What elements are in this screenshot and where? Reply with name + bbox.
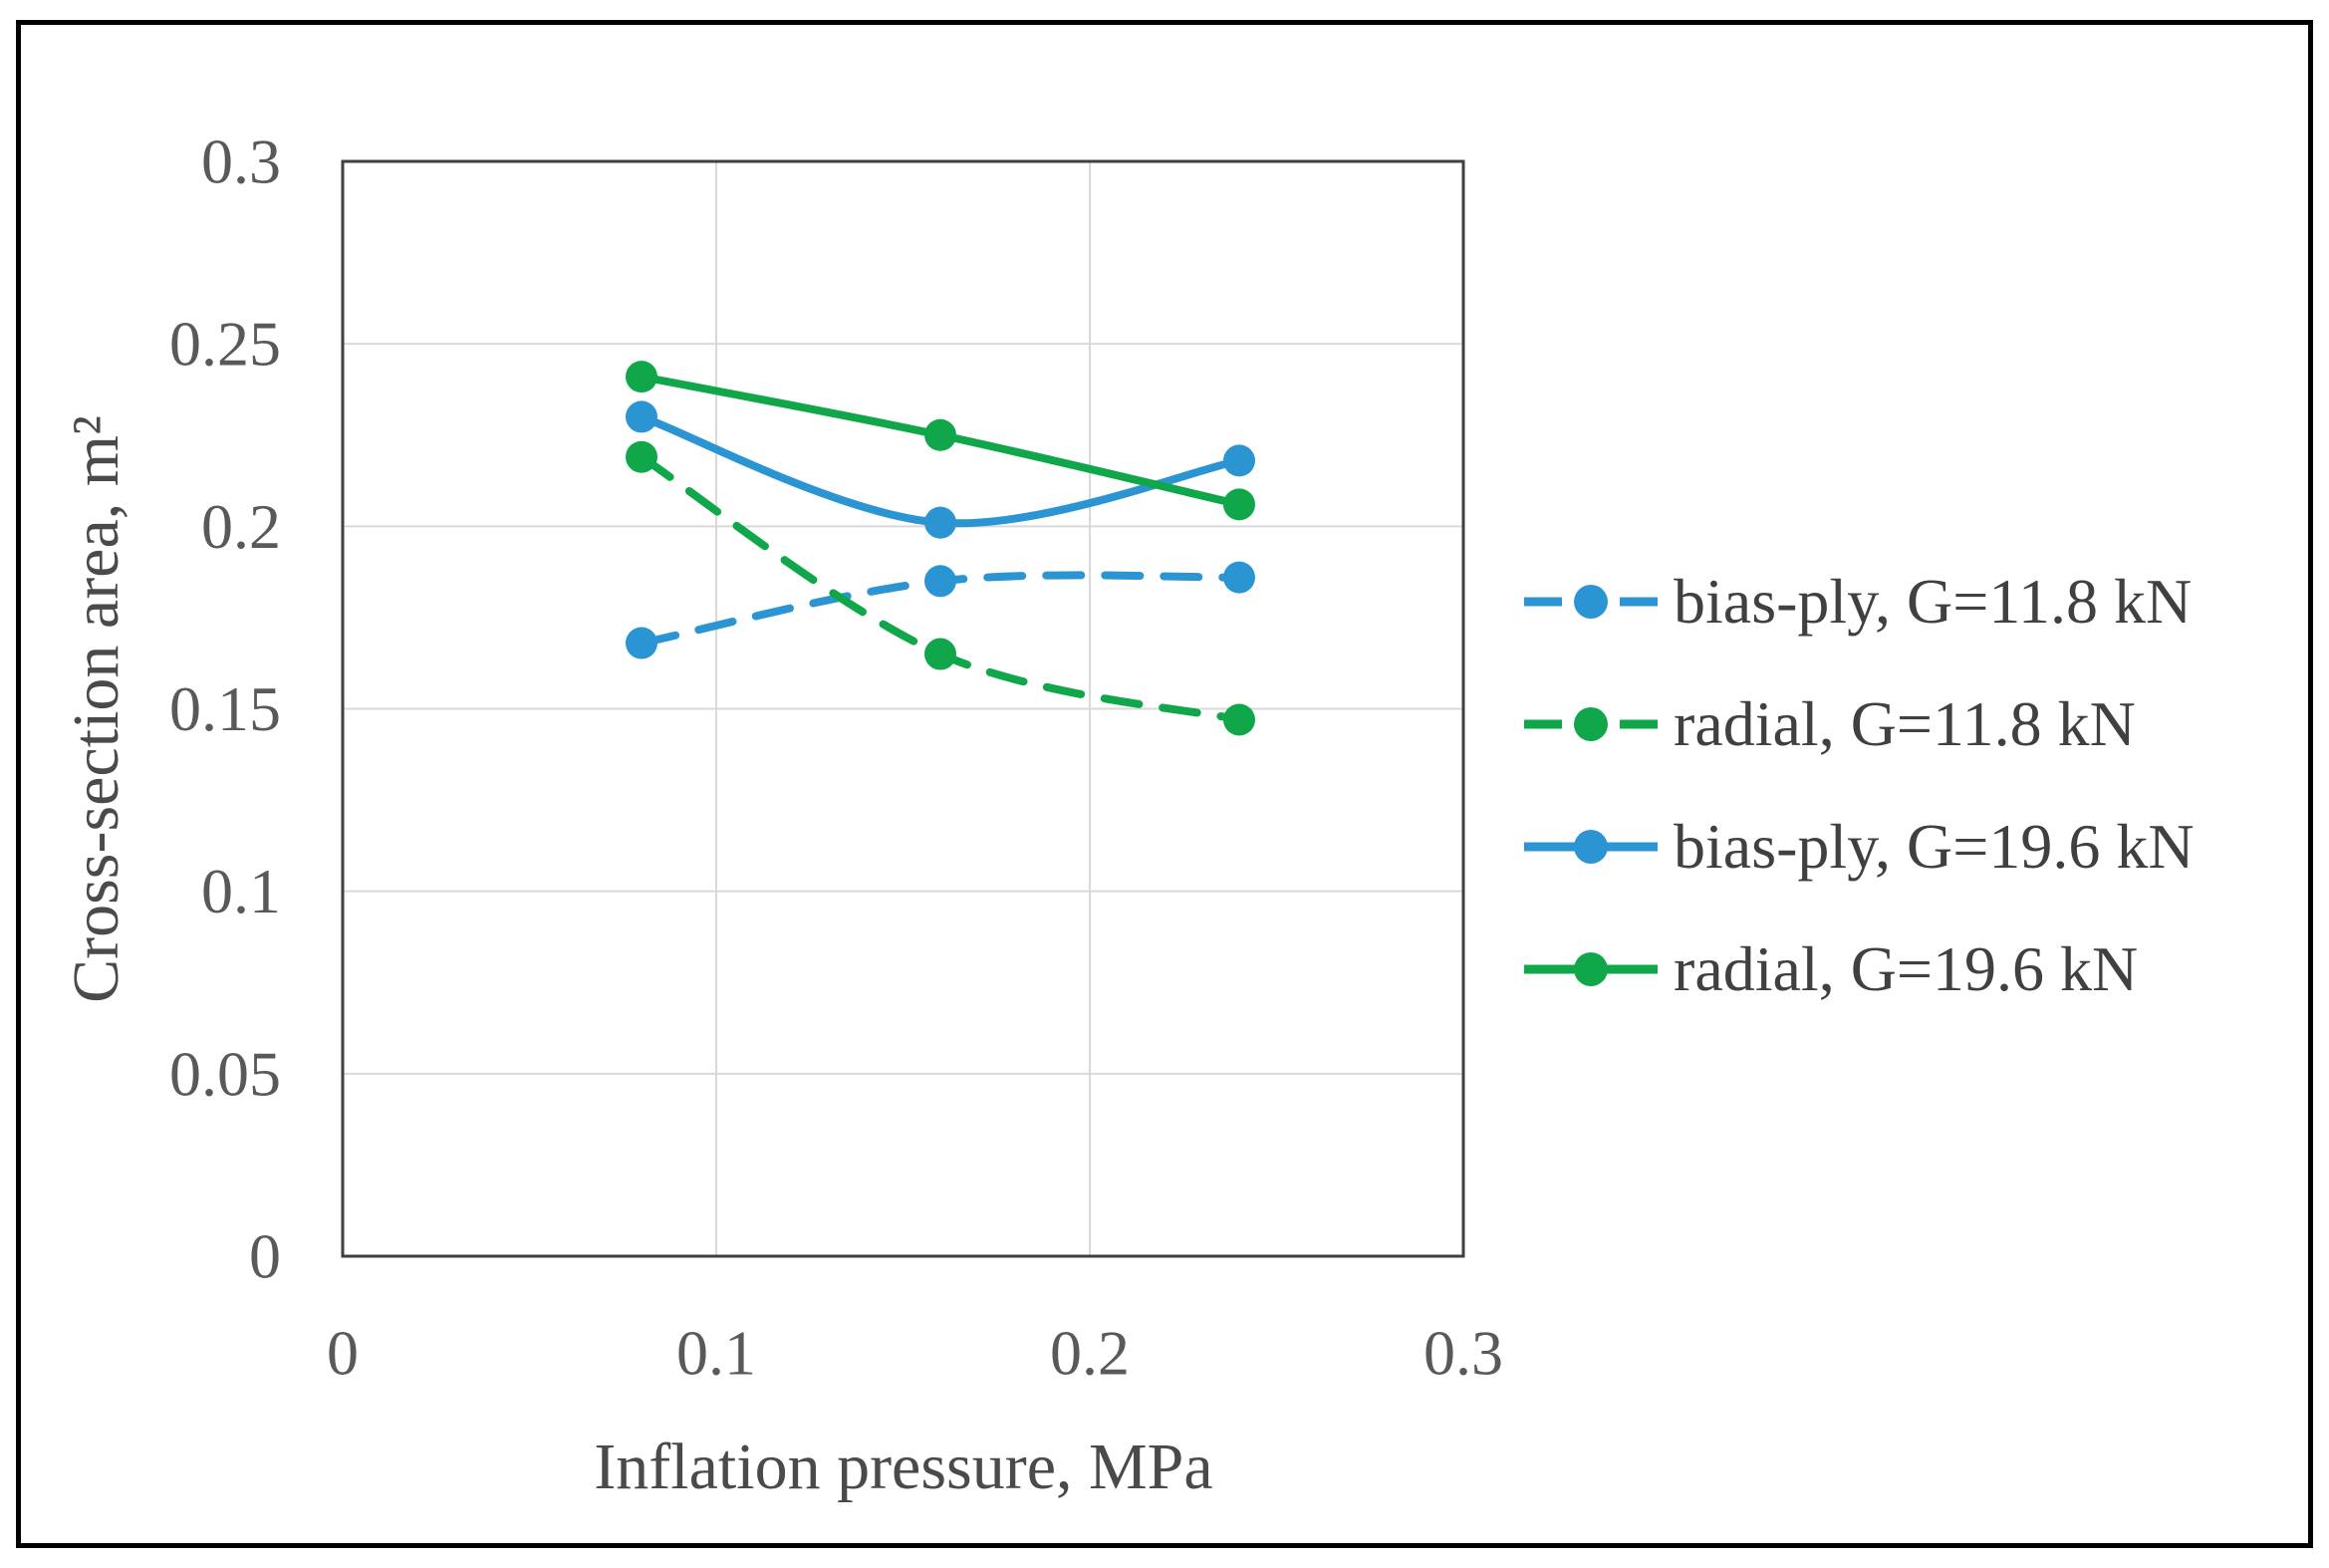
legend-label: radial, G=19.6 kN [1674,932,2139,1004]
y-tick-label: 0.3 [201,127,281,197]
data-point [1223,488,1255,521]
legend-item-bias-ply-11-8: bias-ply, G=11.8 kN [1522,540,2195,662]
data-point [626,400,657,433]
legend-sample-line [1524,829,1658,864]
x-tick-label: 0.2 [1050,1318,1130,1389]
legend-item-bias-ply-19-6: bias-ply, G=19.6 kN [1522,785,2195,908]
x-axis-title: Inflation pressure, MPa [594,1431,1213,1503]
x-tick-label: 0 [327,1318,359,1389]
y-axis-title: Cross-section area, m² [60,415,132,1003]
y-tick-label: 0.15 [169,673,281,744]
data-point [626,361,657,393]
legend-item-radial-19-6: radial, G=19.6 kN [1522,908,2195,1030]
legend-sample-line [1524,951,1658,986]
data-point [1223,561,1255,594]
data-point [626,440,657,473]
y-tick-label: 0 [249,1221,281,1292]
y-tick-label: 0.1 [201,856,281,926]
y-tick-label: 0.25 [169,309,281,380]
legend-label: bias-ply, G=11.8 kN [1674,565,2193,637]
data-point [924,506,956,539]
legend-sample-line [1524,706,1658,741]
legend-label: bias-ply, G=19.6 kN [1674,810,2195,882]
y-tick-label: 0.2 [201,491,281,562]
data-point [626,627,657,659]
x-tick-label: 0.1 [676,1318,756,1389]
legend-item-radial-11-8: radial, G=11.8 kN [1522,662,2195,785]
x-tick-label: 0.3 [1423,1318,1503,1389]
data-point [1223,703,1255,736]
data-point [924,565,956,598]
data-point [924,638,956,670]
y-tick-label: 0.05 [169,1038,281,1109]
legend-label: radial, G=11.8 kN [1674,687,2136,759]
legend-sample-line [1524,584,1658,619]
legend: bias-ply, G=11.8 kN radial, G=11.8 kN bi… [1522,540,2195,1030]
plot-border [341,159,1465,1258]
data-point [924,418,956,451]
data-point [1223,444,1255,477]
